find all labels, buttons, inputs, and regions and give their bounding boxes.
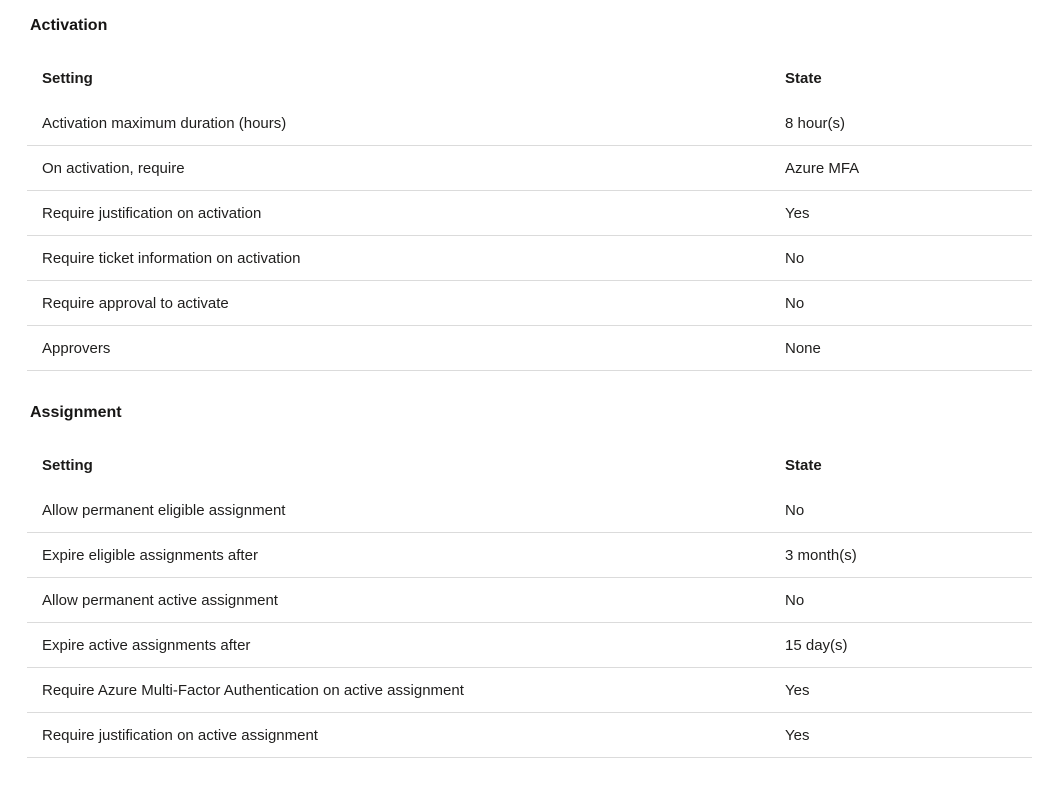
state-cell: Yes bbox=[785, 726, 810, 744]
state-cell: 8 hour(s) bbox=[785, 114, 846, 132]
state-cell: Yes bbox=[785, 681, 810, 699]
column-header-state: State bbox=[785, 457, 822, 474]
table-row: Expire active assignments after 15 day(s… bbox=[27, 623, 1032, 668]
section-title-activation: Activation bbox=[30, 17, 108, 34]
setting-cell: Require justification on activation bbox=[42, 204, 262, 222]
setting-cell: Approvers bbox=[42, 339, 111, 357]
setting-cell: Require Azure Multi-Factor Authenticatio… bbox=[42, 681, 464, 699]
table-row: Expire eligible assignments after 3 mont… bbox=[27, 533, 1032, 578]
setting-cell: Require ticket information on activation bbox=[42, 249, 301, 267]
table-row: On activation, require Azure MFA bbox=[27, 146, 1032, 191]
column-header-setting: Setting bbox=[42, 457, 93, 474]
table-row: Activation maximum duration (hours) 8 ho… bbox=[27, 101, 1032, 146]
table-row: Require approval to activate No bbox=[27, 281, 1032, 326]
table-header-row: Setting State bbox=[27, 56, 1032, 101]
section-assignment: Assignment Setting State Allow permanent… bbox=[27, 403, 1032, 758]
table-row: Require justification on active assignme… bbox=[27, 713, 1032, 758]
setting-cell: Require approval to activate bbox=[42, 294, 229, 312]
section-title-assignment: Assignment bbox=[30, 404, 122, 421]
table-row: Require Azure Multi-Factor Authenticatio… bbox=[27, 668, 1032, 713]
setting-cell: On activation, require bbox=[42, 159, 185, 177]
state-cell: No bbox=[785, 294, 805, 312]
table-row: Allow permanent active assignment No bbox=[27, 578, 1032, 623]
setting-cell: Require justification on active assignme… bbox=[42, 726, 318, 744]
setting-cell: Expire eligible assignments after bbox=[42, 546, 258, 564]
setting-cell: Activation maximum duration (hours) bbox=[42, 114, 287, 132]
state-cell: None bbox=[785, 339, 821, 357]
activation-settings-table: Setting State Activation maximum duratio… bbox=[27, 56, 1032, 371]
table-row: Require ticket information on activation… bbox=[27, 236, 1032, 281]
assignment-settings-table: Setting State Allow permanent eligible a… bbox=[27, 443, 1032, 758]
state-cell: Yes bbox=[785, 204, 810, 222]
state-cell: No bbox=[785, 501, 805, 519]
table-row: Require justification on activation Yes bbox=[27, 191, 1032, 236]
table-row: Allow permanent eligible assignment No bbox=[27, 488, 1032, 533]
state-cell: No bbox=[785, 249, 805, 267]
state-cell: 15 day(s) bbox=[785, 636, 848, 654]
setting-cell: Allow permanent eligible assignment bbox=[42, 501, 286, 519]
table-row: Approvers None bbox=[27, 326, 1032, 371]
state-cell: No bbox=[785, 591, 805, 609]
setting-cell: Allow permanent active assignment bbox=[42, 591, 278, 609]
setting-cell: Expire active assignments after bbox=[42, 636, 251, 654]
state-cell: 3 month(s) bbox=[785, 546, 857, 564]
table-header-row: Setting State bbox=[27, 443, 1032, 488]
column-header-state: State bbox=[785, 70, 822, 87]
column-header-setting: Setting bbox=[42, 70, 93, 87]
state-cell: Azure MFA bbox=[785, 159, 860, 177]
section-activation: Activation Setting State Activation maxi… bbox=[27, 16, 1032, 371]
